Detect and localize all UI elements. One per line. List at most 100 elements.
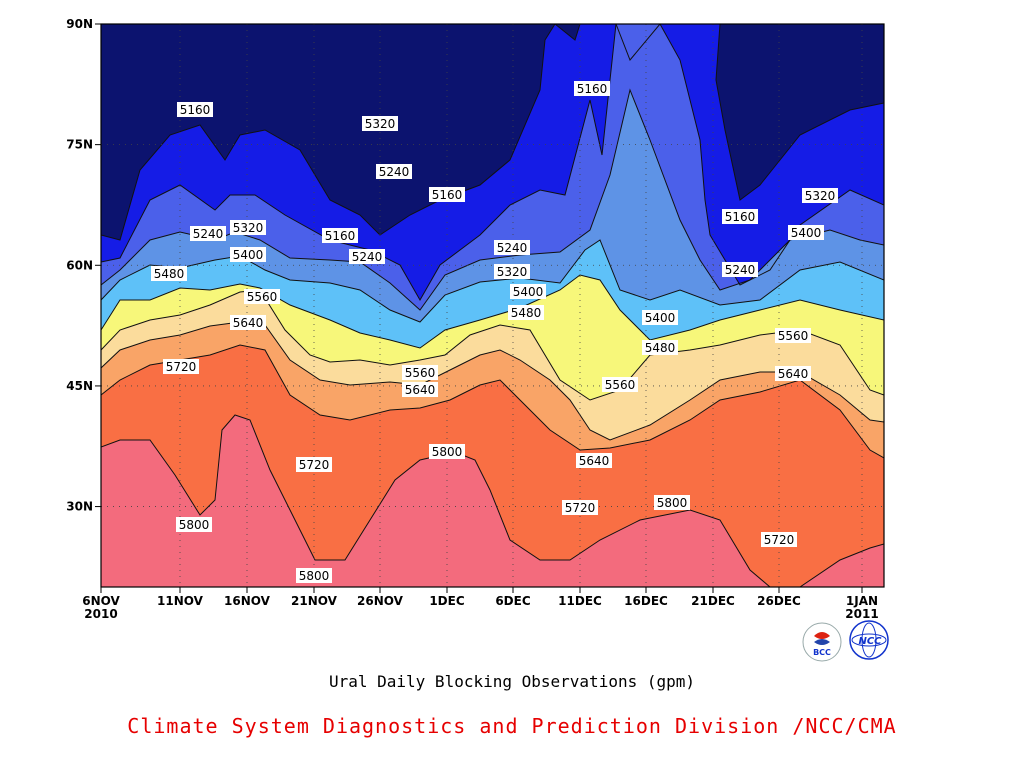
- x-tick-label: 16DEC: [624, 594, 668, 608]
- contour-label: 5800: [654, 495, 690, 510]
- y-tick-label: 30N: [66, 500, 93, 514]
- y-tick-label: 45N: [66, 379, 93, 393]
- contour-label: 5480: [508, 305, 544, 320]
- contour-label: 5160: [722, 209, 758, 224]
- x-tick-label: 11NOV: [157, 594, 204, 608]
- svg-text:5640: 5640: [233, 316, 264, 330]
- ncc-logo-icon: NCC: [849, 620, 889, 660]
- svg-text:5480: 5480: [154, 267, 185, 281]
- x-tick-label: 21NOV: [291, 594, 338, 608]
- contour-line-5640: [101, 321, 884, 441]
- contour-label: 5560: [775, 328, 811, 343]
- contour-label: 5400: [510, 284, 546, 299]
- svg-text:5160: 5160: [725, 210, 756, 224]
- contour-label: 5560: [402, 365, 438, 380]
- chart-caption: Ural Daily Blocking Observations (gpm): [328, 672, 696, 691]
- svg-text:5720: 5720: [764, 533, 795, 547]
- svg-text:5160: 5160: [577, 82, 608, 96]
- plot-frame: [100, 23, 885, 588]
- svg-text:5720: 5720: [565, 501, 596, 515]
- contour-line-5400: [101, 239, 884, 323]
- contour-label: 5640: [775, 366, 811, 381]
- y-tick-label: 90N: [66, 17, 93, 31]
- svg-text:5560: 5560: [778, 329, 809, 343]
- x-axis: 6NOV 11NOV 16NOV 21NOV 26NOV 1DEC 6DEC 11DEC 16D…: [82, 587, 879, 621]
- svg-text:5640: 5640: [778, 367, 809, 381]
- contour-label: 5240: [376, 164, 412, 179]
- svg-text:5560: 5560: [405, 366, 436, 380]
- svg-text:5400: 5400: [233, 248, 264, 262]
- x-tick-label: 6DEC: [495, 594, 531, 608]
- svg-text:5240: 5240: [193, 227, 224, 241]
- svg-text:5160: 5160: [325, 229, 356, 243]
- svg-text:5480: 5480: [645, 341, 676, 355]
- contour-line-5240: [101, 24, 884, 302]
- contour-line-5720: [101, 344, 884, 459]
- svg-text:5240: 5240: [497, 241, 528, 255]
- contour-label: 5240: [190, 226, 226, 241]
- contour-label: 5240: [722, 262, 758, 277]
- svg-text:5160: 5160: [180, 103, 211, 117]
- contour-label: 5240: [349, 249, 385, 264]
- svg-text:5720: 5720: [299, 458, 330, 472]
- svg-text:5320: 5320: [805, 189, 836, 203]
- svg-text:5560: 5560: [605, 378, 636, 392]
- contour-label: 5800: [296, 568, 332, 583]
- svg-text:5800: 5800: [432, 445, 463, 459]
- contour-label: 5720: [761, 532, 797, 547]
- contour-label: 5160: [322, 228, 358, 243]
- svg-text:5800: 5800: [657, 496, 688, 510]
- contour-label: 5320: [802, 188, 838, 203]
- svg-text:5320: 5320: [233, 221, 264, 235]
- svg-text:5320: 5320: [365, 117, 396, 131]
- x-tick-label: 26DEC: [757, 594, 801, 608]
- svg-text:5160: 5160: [432, 188, 463, 202]
- contour-line-5160: [101, 24, 884, 241]
- svg-text:5240: 5240: [352, 250, 383, 264]
- svg-text:5800: 5800: [299, 569, 330, 583]
- contour-label: 5640: [402, 382, 438, 397]
- contour-label: 5320: [494, 264, 530, 279]
- contour-label: 5720: [296, 457, 332, 472]
- svg-text:5800: 5800: [179, 518, 210, 532]
- contour-label: 5480: [151, 266, 187, 281]
- contour-label: 5800: [429, 444, 465, 459]
- contour-line-5560: [101, 289, 884, 401]
- contour-label: 5720: [562, 500, 598, 515]
- contour-label: 5160: [177, 102, 213, 117]
- contour-label: 5720: [163, 359, 199, 374]
- band-9: [101, 415, 884, 587]
- contour-label: 5400: [788, 225, 824, 240]
- svg-text:5560: 5560: [247, 290, 278, 304]
- contour-label: 5320: [362, 116, 398, 131]
- x-tick-label: 26NOV: [357, 594, 404, 608]
- svg-text:5400: 5400: [791, 226, 822, 240]
- svg-text:5400: 5400: [513, 285, 544, 299]
- contour-bands: [101, 24, 884, 587]
- svg-text:5720: 5720: [166, 360, 197, 374]
- svg-text:5400: 5400: [645, 311, 676, 325]
- svg-text:5640: 5640: [579, 454, 610, 468]
- contour-label: 5160: [429, 187, 465, 202]
- x-tick-label: 1JAN: [846, 594, 878, 608]
- y-axis: 30N 45N 60N 75N 90N: [66, 17, 101, 514]
- x-tick-label: 16NOV: [224, 594, 271, 608]
- contour-labels: 5160 5240 5320 5320 5240 5400 5480 5160 5240 5560…: [151, 81, 838, 583]
- contour-label: 5560: [244, 289, 280, 304]
- contour-label: 5560: [602, 377, 638, 392]
- ncc-logo-text: NCC: [858, 636, 882, 647]
- y-tick-label: 60N: [66, 258, 93, 272]
- contour-label: 5400: [230, 247, 266, 262]
- svg-text:5240: 5240: [379, 165, 410, 179]
- contour-label: 5160: [574, 81, 610, 96]
- contour-label: 5640: [576, 453, 612, 468]
- svg-text:5480: 5480: [511, 306, 542, 320]
- x-year-label: 2011: [845, 607, 878, 621]
- svg-text:5240: 5240: [725, 263, 756, 277]
- contour-label: 5240: [494, 240, 530, 255]
- logos: BCC NCC: [800, 620, 896, 664]
- bcc-logo-icon: BCC: [802, 622, 842, 662]
- x-tick-label: 1DEC: [429, 594, 465, 608]
- x-tick-label: 6NOV: [82, 594, 120, 608]
- bcc-logo-text: BCC: [813, 648, 831, 657]
